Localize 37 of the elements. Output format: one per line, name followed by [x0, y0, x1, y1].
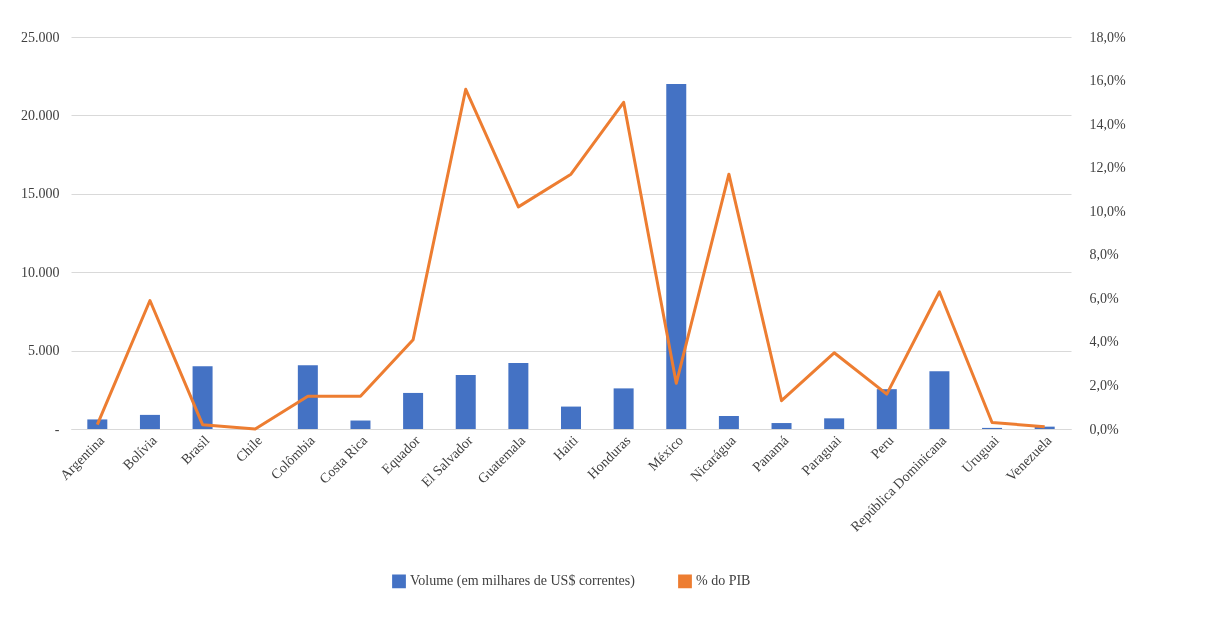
- y2-tick-label: 8,0%: [1089, 247, 1119, 263]
- bar: [561, 406, 581, 429]
- bar: [929, 371, 950, 429]
- y2-tick-label: 12,0%: [1089, 160, 1126, 176]
- y-tick-label: 20.000: [21, 107, 60, 123]
- bar: [613, 388, 634, 429]
- y2-tick-label: 14,0%: [1089, 116, 1126, 132]
- bar: [87, 419, 108, 429]
- y2-tick-label: 4,0%: [1089, 334, 1119, 350]
- y-tick-label: 10.000: [21, 264, 60, 280]
- legend-label: Volume (em milhares de US$ correntes): [410, 573, 636, 590]
- bar: [666, 84, 687, 429]
- bar: [192, 366, 213, 429]
- bar: [403, 392, 424, 429]
- y2-tick-label: 2,0%: [1089, 377, 1119, 393]
- bar: [139, 414, 160, 429]
- bar: [824, 418, 845, 429]
- bar: [718, 415, 739, 429]
- y2-tick-label: 6,0%: [1089, 290, 1119, 306]
- y2-tick-label: 0,0%: [1089, 421, 1119, 437]
- y2-tick-label: 18,0%: [1089, 29, 1126, 45]
- legend-label: % do PIB: [696, 573, 751, 589]
- y2-tick-label: 16,0%: [1089, 73, 1126, 89]
- bar: [771, 423, 792, 429]
- bar: [350, 420, 371, 429]
- bar: [876, 389, 897, 429]
- y-tick-label: -: [54, 421, 60, 437]
- bar: [297, 365, 318, 429]
- x-tick-label: Peru: [867, 432, 897, 462]
- x-tick-label: Chile: [233, 432, 266, 465]
- y-tick-label: 25.000: [21, 29, 60, 45]
- bar: [508, 362, 529, 429]
- line-series: [95, 87, 1047, 431]
- y-tick-label: 5.000: [28, 343, 60, 359]
- y2-tick-label: 10,0%: [1089, 203, 1126, 219]
- bar: [455, 374, 476, 429]
- y-tick-label: 15.000: [21, 186, 60, 202]
